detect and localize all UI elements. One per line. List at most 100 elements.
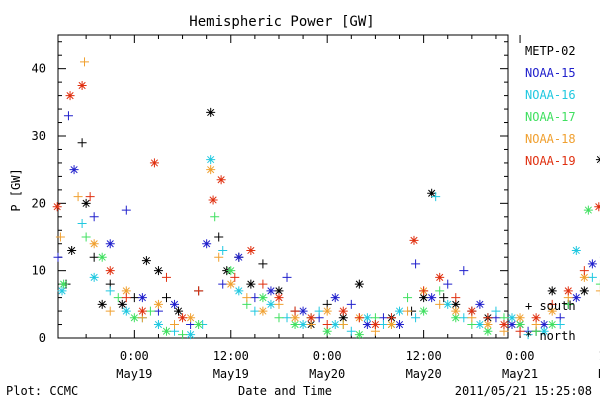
data-point-south [105,306,115,316]
data-point-north [178,313,188,323]
data-point-north [117,299,127,309]
data-point-south [451,293,461,303]
data-point-north [234,252,244,262]
data-point-north [67,245,77,255]
data-point-north [97,299,107,309]
data-point-north [330,293,340,303]
data-point-north [153,299,163,309]
data-point-south [459,313,469,323]
y-tick-label: 0 [39,331,46,345]
x-tick-date-label: May21 [598,367,600,381]
data-point-south [491,306,501,316]
data-point-north [206,107,216,117]
data-point-north [202,239,212,249]
data-point-north [121,306,131,316]
data-point-north [475,299,485,309]
data-point-south [439,293,449,303]
data-points [52,57,600,340]
data-point-south [210,212,220,222]
data-point-south [443,279,453,289]
data-point-south [435,299,445,309]
data-point-north [531,313,541,323]
data-point-north [258,306,268,316]
data-point-north [435,272,445,282]
data-point-north [467,306,477,316]
data-point-south [346,299,356,309]
data-point-south [129,293,139,303]
legend-entry: NOAA-17 [525,110,576,124]
data-point-north [137,293,147,303]
data-point-north [571,293,581,303]
data-point-south [113,293,123,303]
data-point-south [555,320,565,330]
data-point-north [539,326,549,336]
marker-legend: + south * north [525,299,576,343]
data-point-south [250,306,260,316]
data-point-south [218,279,228,289]
data-point-north [306,313,316,323]
x-tick-date-label: May20 [309,367,345,381]
y-tick-label: 20 [32,196,46,210]
x-tick-date-label: May19 [116,367,152,381]
data-point-north [206,165,216,175]
data-point-south [338,320,348,330]
data-point-south [435,286,445,296]
data-point-south [63,111,73,121]
data-point-north [89,272,99,282]
data-point-north [483,320,493,330]
data-point-south [282,313,292,323]
marker-legend-entry: * north [525,329,576,343]
data-point-north [226,279,236,289]
data-point-south [386,313,396,323]
data-point-north [258,293,268,303]
data-point-north [226,266,236,276]
data-point-north [322,306,332,316]
data-point-north [137,306,147,316]
data-point-north [77,81,87,90]
data-point-north [499,320,509,330]
x-tick-time-label: 0:00 [313,349,342,363]
data-point-north [186,313,196,323]
x-tick-date-label: May20 [406,367,442,381]
data-point-north [409,235,419,245]
data-point-north [216,175,226,185]
legend-entry: NOAA-16 [525,88,576,102]
data-point-south [161,272,171,282]
data-point-north [194,320,204,330]
data-point-south [161,293,171,303]
data-point-north [563,286,573,296]
data-point-north [370,320,380,330]
data-point-south [419,286,429,296]
data-point-north [59,279,69,289]
data-point-north [579,286,589,296]
data-point-south [595,279,600,289]
data-point-north [246,245,256,255]
data-point-north [170,299,180,309]
data-point-north [386,320,396,330]
legend: METP-02 NOAA-15 NOAA-16 NOAA-17 NOAA-18 NOAA-… [525,44,576,168]
data-point-south [89,212,99,222]
data-point-south [145,306,155,316]
y-tick-label: 30 [32,129,46,143]
data-point-north [121,286,131,296]
data-point-north [105,266,115,276]
data-point-south [89,252,99,262]
data-point-south [595,286,600,296]
data-point-south [77,219,87,229]
legend-entry: NOAA-19 [525,154,576,168]
data-point-south [431,192,441,202]
data-point-north [208,195,218,205]
data-point-south [214,232,224,242]
data-point-north [539,320,549,330]
data-point-north [290,313,300,323]
data-point-north [234,286,244,296]
data-point-north [419,306,429,316]
data-point-south [411,313,421,323]
data-point-south [403,293,413,303]
data-point-south [346,326,356,336]
data-point-south [403,306,413,316]
data-point-south [214,252,224,262]
data-point-north [298,320,308,330]
data-point-north [475,320,485,330]
data-point-north [354,330,364,340]
